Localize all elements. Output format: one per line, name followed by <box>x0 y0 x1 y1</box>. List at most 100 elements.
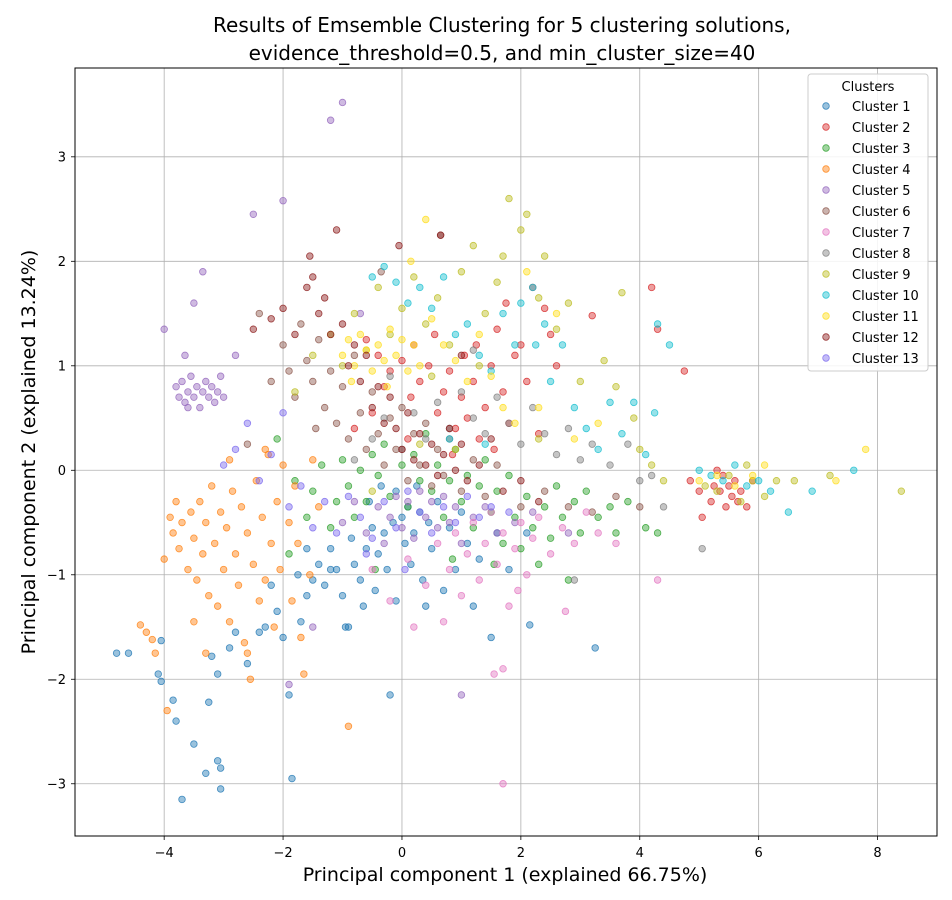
data-point <box>211 539 219 548</box>
y-tick-label: 0 <box>58 464 66 479</box>
data-point <box>469 602 478 610</box>
data-point <box>698 513 706 522</box>
series-4 <box>136 445 353 730</box>
data-point <box>243 649 252 657</box>
data-point <box>469 414 478 422</box>
series-1 <box>112 482 599 804</box>
data-point <box>487 372 495 380</box>
data-point <box>416 430 424 438</box>
data-point <box>362 497 370 506</box>
data-point <box>410 273 418 281</box>
data-point <box>463 377 472 386</box>
data-point <box>457 487 466 495</box>
data-point <box>416 440 424 448</box>
data-point <box>202 377 210 386</box>
x-axis-label: Principal component 1 (explained 66.75%) <box>303 864 708 886</box>
data-point <box>680 367 689 375</box>
data-point <box>493 393 501 401</box>
data-point <box>436 231 445 239</box>
data-point <box>312 424 320 433</box>
data-point <box>338 518 347 527</box>
data-point <box>511 419 519 427</box>
data-point <box>636 503 644 511</box>
data-point <box>398 524 406 532</box>
data-point <box>422 602 430 610</box>
data-point <box>368 487 376 495</box>
data-point <box>416 362 424 370</box>
data-point <box>582 508 590 516</box>
data-point <box>612 382 620 391</box>
data-point <box>136 621 145 629</box>
data-point <box>267 315 275 323</box>
data-point <box>231 351 240 360</box>
data-point <box>529 283 537 292</box>
data-point <box>154 670 162 678</box>
data-point <box>362 335 370 344</box>
data-point <box>175 544 183 553</box>
data-point <box>564 529 573 537</box>
grid <box>75 68 937 836</box>
y-tick-label: 2 <box>58 255 66 270</box>
data-point <box>350 424 359 433</box>
data-point <box>433 497 442 506</box>
data-point <box>493 487 501 495</box>
data-point <box>297 618 305 626</box>
data-point <box>279 341 287 349</box>
data-point <box>211 398 219 407</box>
data-point <box>315 309 323 318</box>
data-point <box>199 268 207 276</box>
data-point <box>505 602 513 610</box>
data-point <box>433 461 442 469</box>
data-point <box>588 311 596 320</box>
data-point <box>407 393 415 401</box>
data-point <box>737 497 745 506</box>
data-point <box>517 299 525 307</box>
data-point <box>285 550 293 558</box>
data-point <box>576 456 585 464</box>
data-point <box>380 262 388 271</box>
data-point <box>374 283 382 292</box>
data-point <box>630 414 638 422</box>
data-point <box>380 539 388 548</box>
data-point <box>276 565 284 574</box>
data-point <box>493 560 501 569</box>
data-point <box>594 419 602 427</box>
data-point <box>439 492 448 501</box>
data-point <box>416 487 424 495</box>
y-tick-label: 3 <box>58 150 66 165</box>
data-point <box>190 393 198 401</box>
legend-label: Cluster 12 <box>852 331 919 346</box>
data-point <box>743 461 751 469</box>
data-point <box>190 740 198 748</box>
data-point <box>309 623 317 631</box>
data-point <box>341 623 350 631</box>
data-point <box>457 388 466 396</box>
data-point <box>630 398 638 407</box>
data-point <box>392 487 400 495</box>
x-tick-label: 2 <box>517 846 525 861</box>
data-point <box>309 351 317 360</box>
data-point <box>612 529 620 537</box>
data-point <box>386 691 394 699</box>
data-point <box>196 403 204 412</box>
data-point <box>193 576 201 584</box>
data-point <box>499 665 507 673</box>
data-point <box>285 518 293 527</box>
data-point <box>222 524 231 532</box>
data-point <box>398 403 406 412</box>
data-point <box>594 529 602 537</box>
data-point <box>511 351 519 360</box>
data-point <box>546 330 555 339</box>
data-point <box>398 356 406 365</box>
legend-label: Cluster 9 <box>852 268 911 283</box>
data-point <box>338 98 347 107</box>
data-point <box>160 555 168 563</box>
chart-title-line-1: Results of Emsemble Clustering for 5 clu… <box>213 13 791 37</box>
data-point <box>255 477 263 485</box>
data-point <box>187 372 195 380</box>
data-point <box>362 544 370 553</box>
data-point <box>591 644 599 652</box>
data-point <box>300 670 308 678</box>
data-point <box>766 487 775 495</box>
data-point <box>199 550 207 558</box>
